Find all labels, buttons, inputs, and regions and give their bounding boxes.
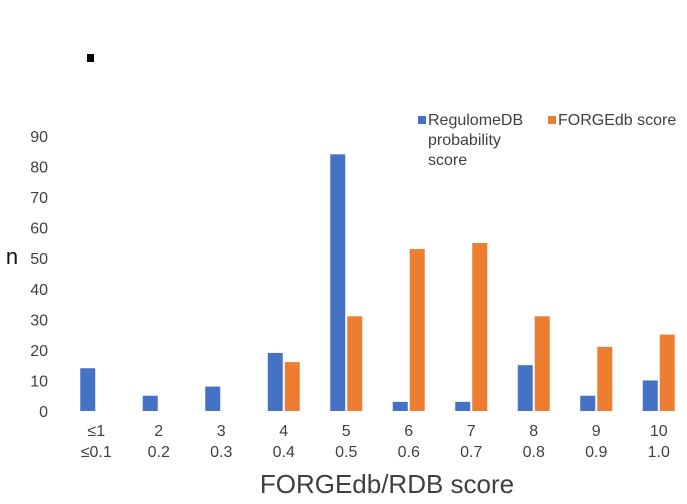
x-axis: ≤1 ≤0.1 2 0.2 3 0.3 4 0.4 5 0.5 6 0.6 7 0.7 8 0.8 9 0.9 10… [81, 423, 670, 461]
x-tick-label: 2 [154, 423, 163, 440]
bar-regulomedb-7 [455, 401, 471, 411]
x-tick-label: ≤0.1 [81, 444, 112, 461]
x-tick-label: 0.5 [335, 444, 357, 461]
corner-marker [87, 54, 94, 62]
y-tick-label: 60 [30, 221, 48, 238]
y-tick-label: 90 [30, 129, 48, 146]
bar-forgedb-5 [347, 316, 363, 411]
y-tick-label: 80 [30, 160, 48, 177]
bar-forgedb-8 [534, 316, 550, 411]
x-tick-label: 0.6 [398, 444, 420, 461]
bar-regulomedb-1 [80, 368, 96, 411]
x-tick-label: 0.7 [460, 444, 482, 461]
x-tick-label: 0.3 [210, 444, 232, 461]
x-tick-label: 0.4 [273, 444, 295, 461]
legend: RegulomeDB probability score FORGEdb score [418, 112, 676, 169]
x-tick-label: ≤1 [87, 423, 105, 440]
y-tick-label: 20 [30, 343, 48, 360]
x-axis-title: FORGEdb/RDB score [260, 469, 514, 499]
legend-label: RegulomeDB [428, 112, 523, 129]
legend-label: score [428, 152, 467, 169]
legend-label: probability [428, 132, 501, 149]
bar-regulomedb-6 [392, 401, 408, 411]
legend-swatch [548, 116, 556, 124]
bars [80, 154, 675, 412]
bar-regulomedb-9 [580, 395, 596, 411]
bar-regulomedb-8 [517, 365, 533, 411]
bar-forgedb-9 [597, 346, 613, 411]
x-tick-label: 3 [217, 423, 226, 440]
bar-forgedb-7 [472, 242, 488, 411]
bar-regulomedb-3 [205, 386, 221, 411]
y-tick-label: 0 [39, 404, 48, 421]
y-axis: 0 10 20 30 40 50 60 70 80 90 [30, 129, 48, 421]
x-tick-label: 8 [529, 423, 538, 440]
x-tick-label: 0.2 [148, 444, 170, 461]
y-tick-label: 50 [30, 251, 48, 268]
y-tick-label: 10 [30, 373, 48, 390]
y-axis-title: n [6, 244, 18, 269]
bar-regulomedb-5 [330, 154, 346, 412]
y-tick-label: 40 [30, 282, 48, 299]
x-tick-label: 1.0 [648, 444, 670, 461]
x-tick-label: 10 [650, 423, 668, 440]
legend-label: FORGEdb score [558, 112, 676, 129]
bar-regulomedb-10 [642, 380, 658, 411]
bar-regulomedb-4 [267, 352, 283, 411]
bar-forgedb-6 [409, 249, 425, 411]
x-tick-label: 6 [404, 423, 413, 440]
bar-regulomedb-2 [142, 395, 158, 411]
x-tick-label: 0.9 [585, 444, 607, 461]
x-tick-label: 4 [279, 423, 288, 440]
y-tick-label: 30 [30, 312, 48, 329]
x-tick-label: 0.8 [523, 444, 545, 461]
x-tick-label: 9 [592, 423, 601, 440]
bar-forgedb-10 [659, 334, 675, 411]
x-tick-label: 7 [467, 423, 476, 440]
legend-swatch [418, 116, 426, 124]
x-tick-label: 5 [342, 423, 351, 440]
y-tick-label: 70 [30, 190, 48, 207]
bar-forgedb-4 [284, 362, 300, 411]
